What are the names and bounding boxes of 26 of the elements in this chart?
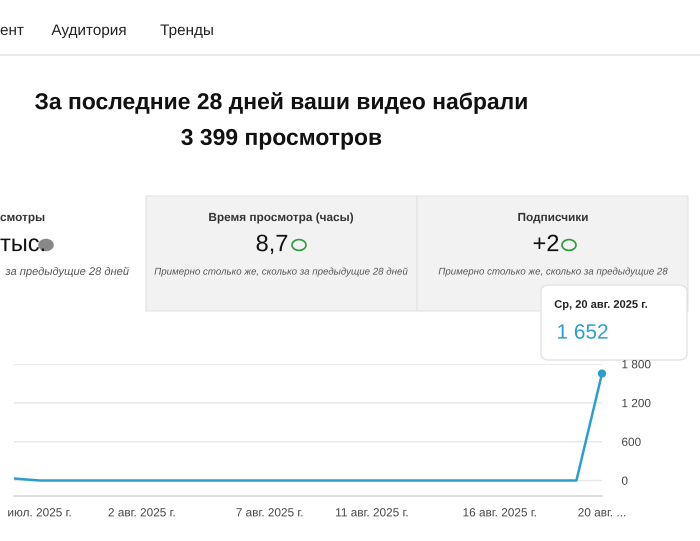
text: Ср, 20 авг. 2025 г. bbox=[554, 300, 648, 310]
annotation: 1 652 bbox=[558, 324, 608, 339]
chart-subtitle: 3 399 просмотров bbox=[181, 128, 382, 150]
x-tick-label: июл. 2025 г. bbox=[8, 508, 71, 516]
text: тыс. bbox=[0, 238, 44, 252]
x-tick-label: 16 авг. 2025 г. bbox=[463, 508, 536, 516]
y-tick-label: 0 bbox=[622, 476, 628, 485]
x-tick-label: 2 авг. 2025 г. bbox=[108, 508, 175, 516]
y-tick-label: 1 800 bbox=[622, 360, 651, 368]
y-tick-label: 600 bbox=[622, 438, 641, 446]
text: Аудитория bbox=[51, 24, 126, 38]
x-tick-label: 20 авг. ... bbox=[578, 508, 626, 516]
text: Время просмотра (часы) bbox=[209, 212, 354, 224]
text: Примерно столько же, сколько за предыдущие 28 дней bbox=[154, 267, 408, 277]
text: ент bbox=[0, 26, 24, 36]
text: Тренды bbox=[160, 24, 213, 38]
text: Подписчики bbox=[518, 212, 588, 224]
y-tick-label: 1 200 bbox=[622, 398, 651, 408]
x-tick-label: 11 авг. 2025 г. bbox=[336, 508, 408, 516]
chart-title: За последние 28 дней ваши видео набрали bbox=[35, 92, 527, 114]
x-tick-label: 7 авг. 2025 г. bbox=[236, 508, 302, 516]
text: +2 bbox=[534, 234, 558, 252]
text: за предыдущие 28 дней bbox=[5, 266, 129, 278]
text: смотры bbox=[0, 214, 44, 224]
text: 8,7 bbox=[256, 234, 288, 254]
text: Примерно столько же, сколько за предыдущие 28 bbox=[438, 267, 668, 277]
